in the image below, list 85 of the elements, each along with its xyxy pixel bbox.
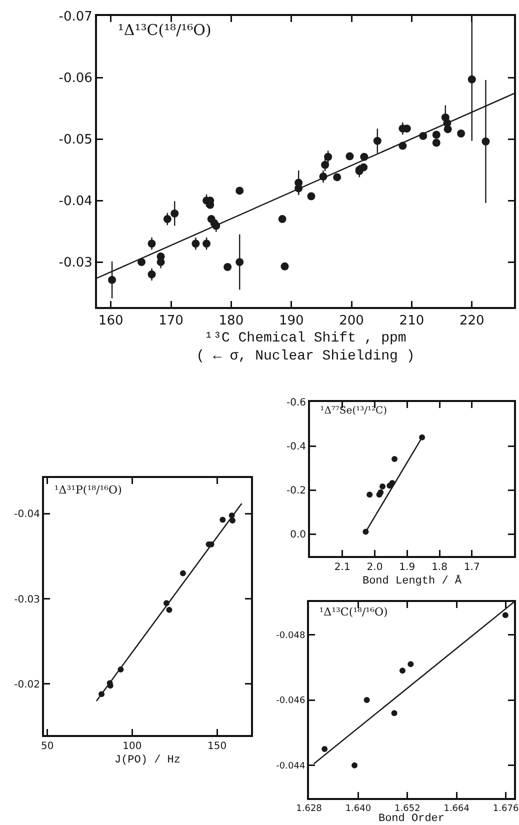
x-tick-label: 2.0 xyxy=(366,562,383,573)
x-tick-label: 150 xyxy=(208,741,227,752)
point xyxy=(192,240,200,248)
y-tick-label: -0.03 xyxy=(58,256,92,271)
chart-title: ¹Δ⁷⁷Se(¹³/¹²C) xyxy=(320,406,388,417)
point xyxy=(278,215,286,224)
y-tick-label: -0.6 xyxy=(286,398,306,408)
point xyxy=(170,209,179,218)
point xyxy=(236,186,244,195)
x-tick-label: 190 xyxy=(278,314,304,329)
point xyxy=(307,192,316,200)
x-tick-label: 180 xyxy=(218,314,244,329)
x-tick-label: 1.628 xyxy=(296,804,322,814)
point xyxy=(378,489,384,496)
point xyxy=(202,240,211,248)
point xyxy=(280,262,289,270)
x-tick-label: 1.9 xyxy=(399,562,416,573)
x-axis-title: Bond Order xyxy=(378,813,445,825)
point xyxy=(352,762,358,768)
point xyxy=(230,518,236,524)
point xyxy=(324,152,332,161)
x-axis-title: Bond Length / Å xyxy=(362,574,462,588)
point xyxy=(391,710,398,716)
y-tick-label: -0.048 xyxy=(276,630,306,641)
chart-title: ¹Δ¹³C(¹⁸/¹⁶O) xyxy=(319,606,388,619)
point xyxy=(364,697,370,703)
point xyxy=(138,258,146,266)
y-tick-label: -0.06 xyxy=(58,71,92,86)
y-tick-label: 0.0 xyxy=(290,530,306,540)
point xyxy=(408,661,414,668)
y-tick-label: -0.04 xyxy=(58,194,92,210)
point xyxy=(333,173,342,182)
point xyxy=(346,152,354,160)
point xyxy=(166,606,172,613)
point xyxy=(444,125,452,134)
y-tick-label: -0.2 xyxy=(286,486,306,496)
point xyxy=(502,612,508,618)
text: ¹Δ³¹P(¹⁸/¹⁶O) xyxy=(54,483,122,496)
y-tick-label: -0.4 xyxy=(286,442,306,452)
x-tick-label: 170 xyxy=(158,314,184,329)
chart-title: ¹Δ¹³C(¹⁸/¹⁶O) xyxy=(118,21,212,40)
x-tick-label: 1.652 xyxy=(394,804,420,814)
point xyxy=(373,136,382,145)
x-tick-label: 160 xyxy=(98,314,124,329)
point xyxy=(366,492,373,498)
x-tick-label: 100 xyxy=(122,741,142,752)
x-tick-label: 200 xyxy=(339,314,364,329)
x-tick-label: 1.664 xyxy=(444,804,470,814)
y-tick-label: -0.02 xyxy=(14,679,40,690)
point xyxy=(392,456,398,462)
point xyxy=(148,240,156,248)
point xyxy=(108,276,116,284)
point xyxy=(432,130,440,139)
point xyxy=(457,130,466,138)
x-tick-label: 50 xyxy=(41,741,54,752)
y-tick-label: -0.044 xyxy=(276,761,306,772)
point xyxy=(399,668,406,674)
point xyxy=(380,483,386,490)
y-tick-label: -0.07 xyxy=(58,10,92,25)
x-tick-label: 220 xyxy=(459,314,484,329)
point xyxy=(321,160,330,169)
point xyxy=(322,746,328,752)
x-tick-label: 1.7 xyxy=(464,562,480,573)
point xyxy=(156,258,165,266)
point xyxy=(148,270,156,278)
point xyxy=(180,570,186,576)
point xyxy=(236,258,244,266)
x-axis-title: ¹³C Chemical Shift , ppm ( ← σ, Nuclear Shielding ) xyxy=(196,330,415,365)
point xyxy=(482,138,490,146)
point xyxy=(224,263,232,272)
y-tick-label: -0.046 xyxy=(276,696,306,706)
x-tick-label: 2.1 xyxy=(334,562,350,573)
point xyxy=(360,163,368,172)
x-tick-label: 1.8 xyxy=(432,562,448,573)
x-tick-label: 210 xyxy=(399,314,424,329)
point xyxy=(432,138,440,147)
x-tick-label: 1.676 xyxy=(492,804,519,814)
y-tick-label: -0.05 xyxy=(58,132,92,148)
y-tick-label: -0.04 xyxy=(14,509,40,520)
point xyxy=(220,516,226,523)
y-tick-label: -0.03 xyxy=(14,594,40,606)
x-tick-label: 1.640 xyxy=(345,804,372,814)
point xyxy=(163,215,172,224)
x-axis-title: J(PO) / Hz xyxy=(114,754,181,767)
point xyxy=(468,75,476,84)
